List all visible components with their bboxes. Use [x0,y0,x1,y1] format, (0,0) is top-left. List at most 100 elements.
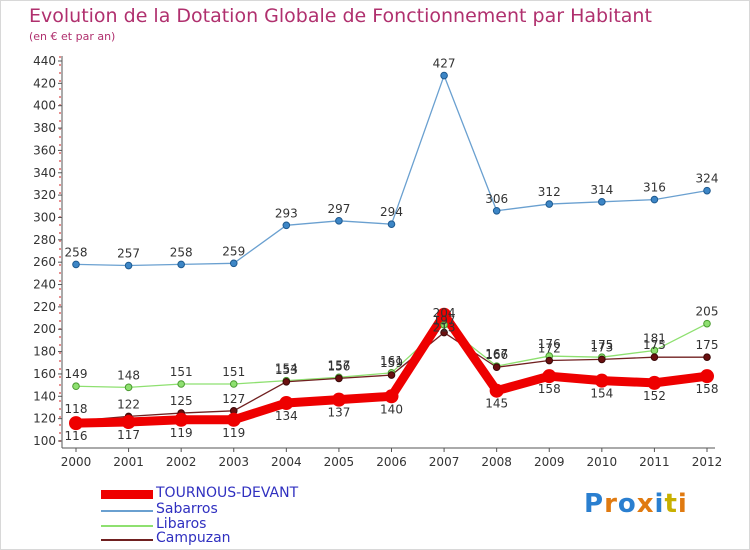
data-point [700,369,714,384]
data-point [440,71,448,80]
data-labels: 258 257 258 259 293 297 294 427 306 312 314 316 324 1… [65,57,719,444]
data-point [703,186,711,195]
data-label: 151 [222,365,245,379]
data-label: 151 [170,365,193,379]
data-label: 314 [590,183,613,197]
data-label: 118 [65,402,88,416]
data-point [598,355,606,364]
x-tick-label: 2000 [61,455,92,469]
legend-label: Campuzan [156,530,231,546]
x-tick-label: 2012 [692,455,723,469]
data-label: 175 [590,338,613,352]
data-point [489,383,504,398]
y-tick-label: 320 [33,188,56,202]
data-label: 152 [643,389,666,403]
series-line-1 [75,74,708,267]
legend-swatch [101,510,153,512]
data-label: 125 [170,394,193,408]
data-label: 258 [65,245,88,259]
y-tick-label: 260 [33,255,56,269]
data-point [177,260,185,269]
y-tick-label: 340 [33,166,56,180]
data-point [226,412,241,427]
data-point [282,377,291,386]
legend-swatch [101,490,153,499]
y-tick-label: 140 [33,389,56,403]
data-label: 213 [433,321,456,335]
data-point [174,412,189,427]
data-point [279,396,294,410]
data-point [72,260,80,269]
y-tick-label: 380 [33,121,56,135]
y-tick-label: 100 [33,434,56,448]
data-label: 427 [433,57,456,71]
x-tick-label: 2010 [587,455,618,469]
x-tick-label: 2005 [324,455,355,469]
data-point [542,369,557,384]
data-point [335,217,343,225]
data-label: 316 [643,181,666,195]
data-label: 159 [380,356,403,370]
y-tick-label: 420 [33,76,56,90]
data-label: 153 [275,363,298,377]
data-label: 294 [380,205,403,219]
data-label: 154 [590,387,613,401]
proxiti-logo: Proxiti [584,489,688,519]
data-label: 297 [327,202,350,216]
data-label: 167 [485,347,508,361]
data-point [121,415,136,429]
data-point [647,375,662,390]
legend-swatch [101,539,153,541]
data-label: 149 [65,367,88,381]
x-tick-label: 2001 [113,455,144,469]
x-tick-label: 2011 [639,455,670,469]
y-tick-label: 360 [33,143,56,157]
data-label: 158 [538,382,561,396]
axes: 100 120 140 160 180 200 220 240 260 280 300 320 340 3… [33,54,722,469]
chart-title: Evolution de la Dotation Globale de Fonc… [29,5,652,27]
data-point [598,198,606,206]
data-point [72,382,80,391]
legend-label: Sabarros [156,501,218,517]
data-label: 137 [327,406,350,420]
data-point [69,416,83,431]
data-label: 204 [433,306,456,320]
data-point [437,307,452,322]
y-tick-label: 240 [33,278,56,292]
data-label: 127 [222,392,245,406]
data-label: 324 [696,172,719,186]
legend-label: Libaros [156,516,207,532]
data-label: 173 [590,340,613,354]
data-label: 257 [117,247,140,261]
y-tick-label: 440 [33,54,56,68]
data-label: 293 [275,206,298,220]
data-label: 197 [433,314,456,328]
data-label: 119 [222,426,245,440]
series-points [69,71,714,431]
data-label: 140 [380,402,403,416]
data-point [703,353,711,361]
data-label: 175 [696,338,719,352]
data-label: 312 [538,185,561,199]
data-label: 258 [170,245,193,259]
y-tick-label: 200 [33,322,56,336]
data-label: 172 [538,342,561,356]
data-point [177,380,185,388]
data-label: 154 [275,362,298,376]
x-tick-label: 2002 [166,455,197,469]
data-point [545,356,554,365]
data-point [594,373,609,388]
data-point [387,371,396,379]
x-tick-label: 2004 [271,455,302,469]
y-tick-label: 280 [33,233,56,247]
data-point [440,328,448,337]
data-label: 259 [222,244,245,258]
x-tick-label: 2009 [534,455,565,469]
y-tick-label: 220 [33,300,56,314]
data-label: 306 [485,192,508,206]
x-tick-label: 2006 [376,455,407,469]
data-point [492,363,501,372]
data-label: 117 [117,428,140,442]
